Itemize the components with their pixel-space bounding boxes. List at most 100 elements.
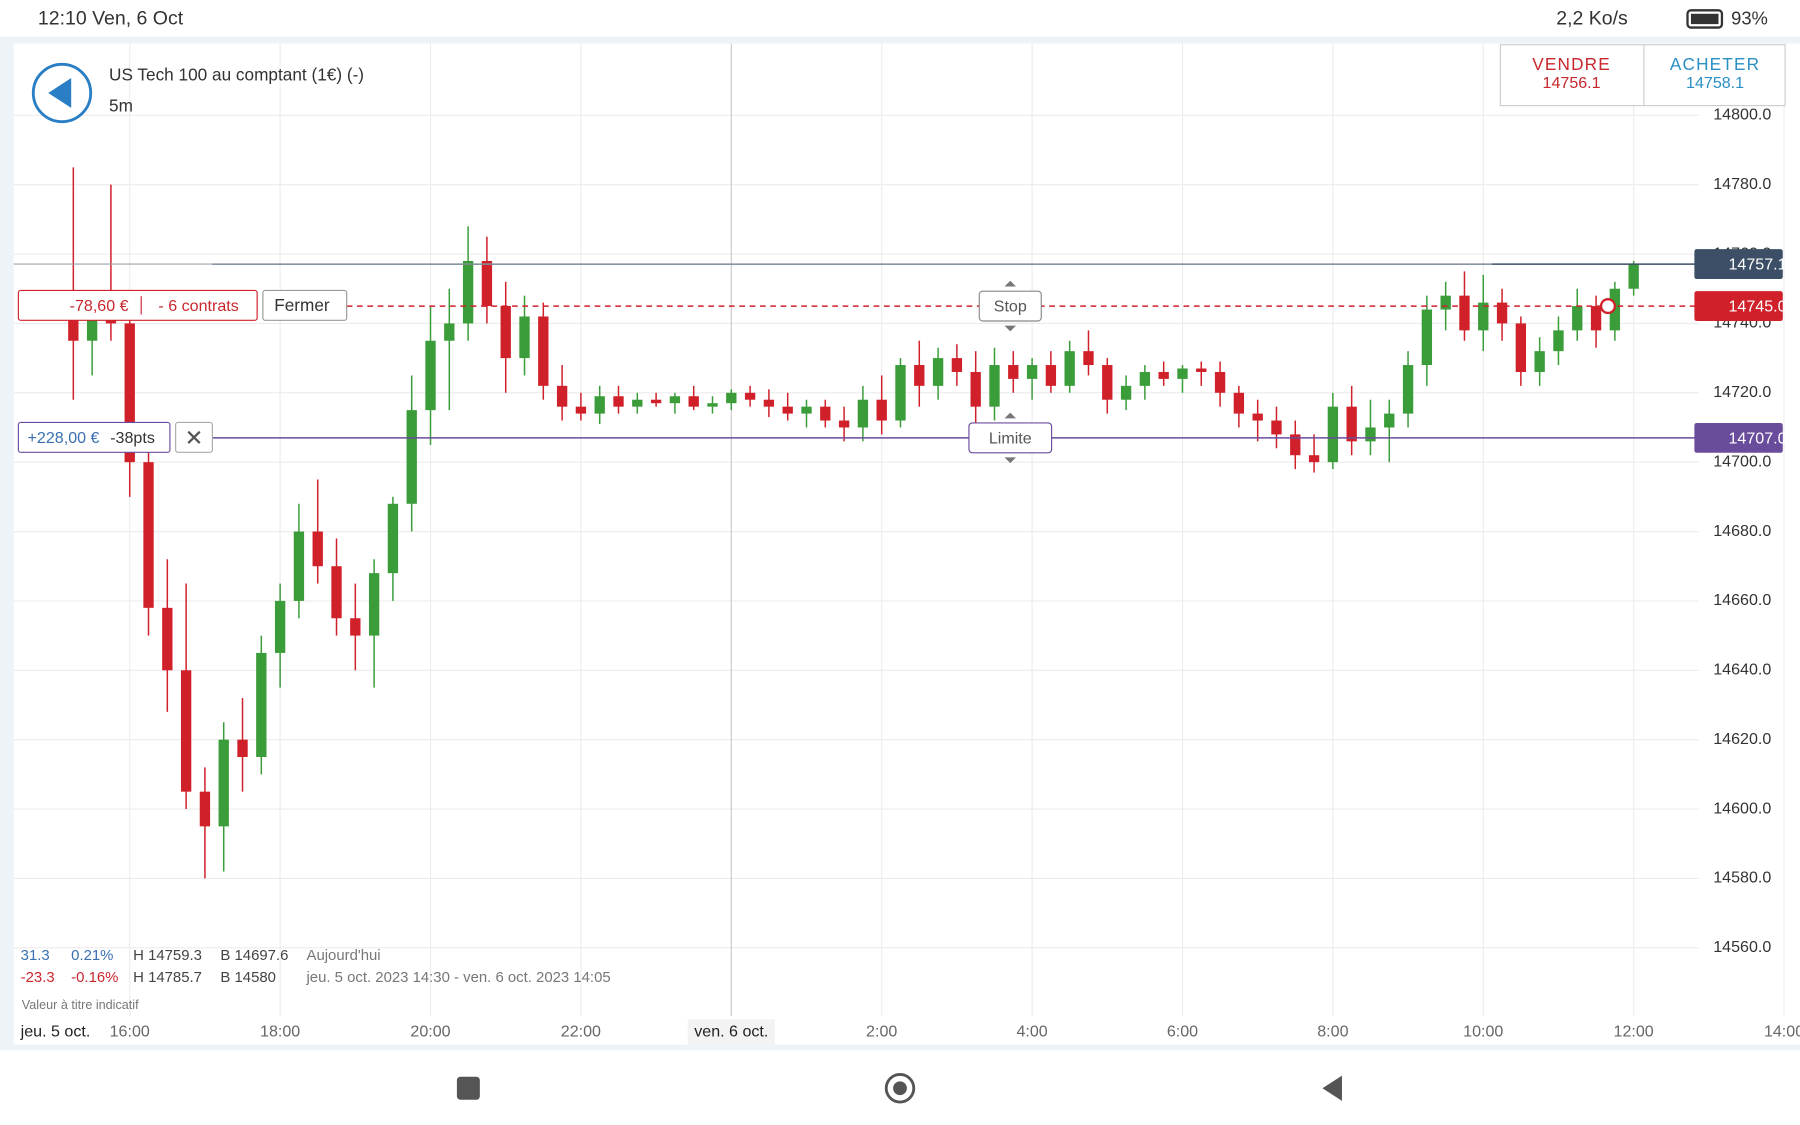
candle-body	[1308, 455, 1320, 463]
candle-body	[444, 323, 455, 341]
candle-body	[1402, 365, 1414, 414]
price-tag	[1694, 422, 1783, 453]
y-tick-label: 14680.0	[1713, 522, 1771, 540]
y-tick-label: 14560.0	[1713, 938, 1771, 956]
candle-body	[1346, 406, 1357, 442]
candle-body	[1572, 306, 1583, 331]
candle-body	[68, 316, 79, 341]
sell-label: VENDRE	[1532, 54, 1611, 74]
candle-body	[1139, 371, 1151, 386]
y-tick-label: 14620.0	[1713, 730, 1771, 748]
y-tick-label: 14800.0	[1713, 106, 1771, 124]
price-tag	[1694, 249, 1783, 280]
x-tick-label: 2:00	[866, 1022, 897, 1040]
x-tick-label: 14:00	[1764, 1022, 1800, 1040]
candle-body	[143, 462, 154, 608]
limit-box[interactable]	[17, 421, 171, 453]
candle-body	[801, 406, 812, 414]
candle-body	[86, 306, 98, 341]
candle-body	[838, 420, 850, 428]
candle-body	[707, 403, 718, 407]
candle-body	[989, 365, 1000, 407]
position-frame	[17, 289, 258, 321]
limit-pnl: +228,00 €	[28, 429, 100, 447]
order-tag[interactable]	[978, 290, 1042, 322]
candle-body	[1196, 368, 1207, 372]
battery-level	[1690, 13, 1719, 25]
x-tick-label: 20:00	[410, 1022, 450, 1040]
note: Valeur à titre indicatif	[22, 998, 139, 1012]
x-tick-label: 22:00	[561, 1022, 601, 1040]
sell-price: 14756.1	[1543, 74, 1601, 92]
sell-button[interactable]: VENDRE 14756.1	[1532, 54, 1611, 92]
candle-body	[425, 340, 436, 411]
candle-body	[688, 396, 699, 407]
chart-area	[13, 43, 1800, 1045]
candle-body	[1553, 330, 1564, 352]
candle-body	[1233, 392, 1245, 414]
start-day: jeu. 5 oct.	[20, 1022, 91, 1040]
interval: 5m	[109, 95, 133, 115]
nav-back[interactable]	[1322, 1075, 1342, 1101]
position-box[interactable]: -78,60 € - 6 contrats	[17, 289, 258, 321]
candle-body	[632, 399, 643, 407]
candle-body	[1590, 306, 1602, 331]
candle-body	[387, 503, 399, 574]
x-tick-label: 6:00	[1167, 1022, 1198, 1040]
price-tag-label: 14757.1	[1728, 255, 1786, 273]
candle-body	[124, 323, 135, 463]
candle-body	[1158, 371, 1169, 379]
candle-body	[1120, 385, 1132, 400]
close-label: Fermer	[274, 295, 330, 315]
candle-body	[1515, 323, 1527, 372]
candle-body	[594, 396, 605, 414]
x-tick-label: 18:00	[260, 1022, 300, 1040]
info-value: -23.3	[21, 969, 55, 986]
candle-body	[406, 410, 417, 504]
entry-marker	[1599, 298, 1617, 315]
price-tag-label: 14745.0	[1728, 297, 1786, 315]
x-tick-label: 10:00	[1463, 1022, 1503, 1040]
x-tick-label: 8:00	[1317, 1022, 1348, 1040]
candle-body	[1102, 365, 1113, 400]
day-label-bg	[687, 1019, 775, 1045]
buy-button[interactable]: ACHETER 14758.1	[1670, 54, 1760, 92]
candle-body	[1478, 302, 1489, 331]
candle-body	[782, 406, 793, 414]
order-tag-label: Stop	[994, 297, 1027, 315]
candle-body	[1045, 365, 1057, 386]
candle-body	[350, 618, 361, 636]
x-tick-label: ven. 6 oct.	[694, 1022, 768, 1040]
candle-body	[613, 396, 624, 407]
candle-body	[199, 791, 211, 827]
info-value: -0.16%	[71, 969, 118, 986]
close-button[interactable]	[262, 289, 348, 321]
order-tag-label: Limite	[989, 429, 1032, 447]
info-value: jeu. 5 oct. 2023 14:30 - ven. 6 oct. 202…	[306, 969, 611, 986]
candle-body	[1440, 295, 1451, 310]
buy-price: 14758.1	[1686, 74, 1744, 92]
nav-home[interactable]	[884, 1073, 916, 1104]
candle-body	[368, 573, 380, 636]
candle-body	[331, 566, 342, 619]
nav-recents[interactable]	[456, 1076, 480, 1100]
candle-body	[481, 260, 493, 307]
order-tag[interactable]	[968, 422, 1053, 454]
candle-body	[857, 399, 869, 428]
y-tick-label: 14780.0	[1713, 175, 1771, 193]
candle-body	[763, 399, 775, 407]
info-value: 0.21%	[71, 947, 113, 964]
price-tag-label: 14707.0	[1728, 429, 1786, 447]
info-value: B 14580	[220, 969, 276, 986]
candle-body	[180, 670, 192, 792]
candle-body	[1252, 413, 1263, 421]
candle-body	[876, 399, 887, 421]
candle-body	[1214, 371, 1226, 393]
y-tick-label: 14720.0	[1713, 383, 1771, 401]
plot: 14560.0 14580.0 14600.0 14620.0 14640.0 14660…	[13, 43, 1800, 1045]
price-tag	[1694, 291, 1783, 321]
battery-icon	[1686, 9, 1724, 29]
candle-body	[293, 531, 305, 601]
candle-body	[312, 531, 323, 567]
info-value: 31.3	[21, 947, 50, 964]
